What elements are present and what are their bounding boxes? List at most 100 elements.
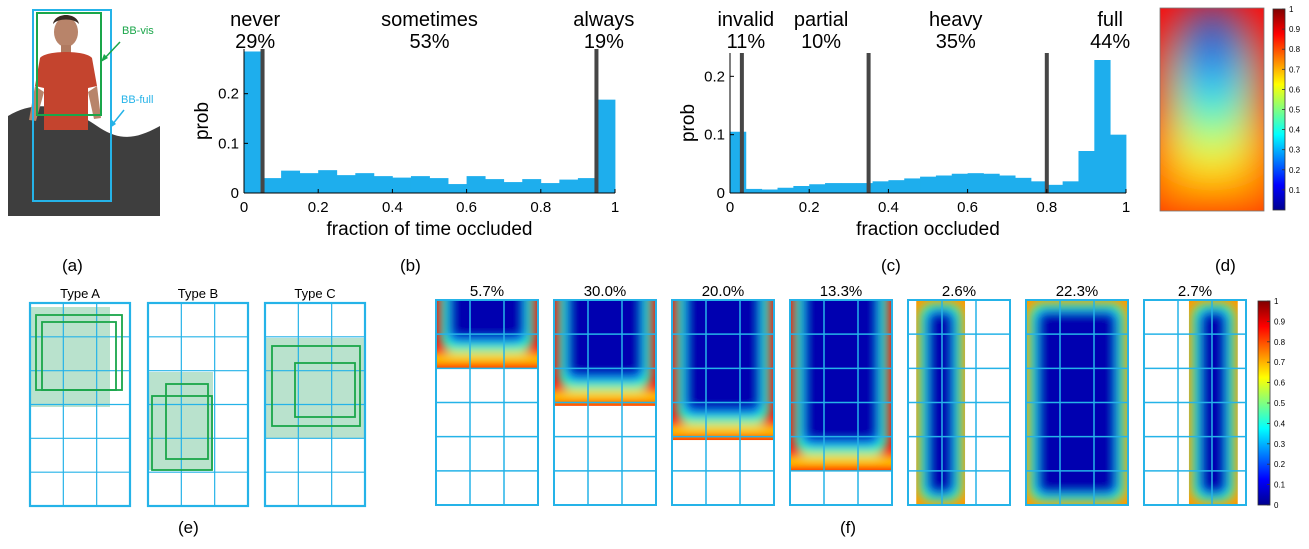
bar	[1015, 177, 1032, 193]
colorbar-tick-label: 0.3	[1274, 440, 1286, 449]
x-tick-label: 0.8	[530, 199, 551, 216]
divider-line	[594, 49, 599, 193]
bar	[596, 99, 616, 193]
bb-full-label: BB-full	[121, 94, 153, 106]
panel-e-grids: Type A Type B Type C	[28, 286, 367, 508]
divider-line	[739, 53, 744, 193]
bar	[466, 176, 486, 193]
bar	[967, 173, 984, 193]
x-tick-label: 1	[1122, 199, 1130, 216]
bar	[920, 176, 937, 193]
bar	[299, 173, 319, 193]
colorbar-tick-label: 0	[1274, 501, 1279, 510]
heat-layers	[672, 300, 774, 439]
heat-layer	[436, 352, 538, 367]
visible-box	[294, 362, 356, 418]
panel-label-f: (f)	[840, 518, 857, 537]
colorbar-tick-label: 0.2	[1274, 460, 1286, 469]
bar	[577, 178, 597, 193]
bar	[745, 188, 763, 193]
bar	[1078, 151, 1095, 193]
visible-box	[41, 321, 117, 391]
bar	[840, 183, 858, 193]
colorbar-tick-label: 0.1	[1289, 186, 1301, 195]
grid-border	[28, 301, 132, 508]
chart-b: 0 0.2 0.4 0.6 0.8 1 0 0.1 0.2 fraction of time oc…	[192, 9, 634, 240]
bar	[355, 173, 375, 193]
category-percent: 35%	[936, 31, 976, 53]
colorbar-tick-label: 0.8	[1274, 338, 1286, 347]
visible-box	[151, 395, 213, 471]
colorbar-tick-label: 0.9	[1289, 25, 1301, 34]
colorbar-tick-label: 0.7	[1274, 358, 1286, 367]
chart-c: 0 0.2 0.4 0.6 0.8 1 0 0.1 0.2 fraction occluded pr…	[678, 9, 1130, 240]
type-label: Type B	[178, 286, 218, 301]
bar	[983, 173, 1000, 193]
category-label: always	[573, 9, 634, 31]
category-label: never	[230, 9, 280, 31]
category-percent: 10%	[801, 31, 841, 53]
category-percent: 44%	[1090, 31, 1130, 53]
bar	[244, 51, 263, 193]
heat-layer	[790, 454, 892, 469]
y-tick-label: 0	[231, 185, 239, 202]
category-percent: 11%	[727, 31, 766, 53]
type-percentage: 20.0%	[702, 283, 745, 300]
colorbar-tick-label: 0.1	[1274, 481, 1286, 490]
visible-box	[165, 383, 209, 460]
bb-vis-box	[36, 12, 102, 116]
x-tick-label: 0	[240, 199, 248, 216]
x-tick-label: 0.8	[1036, 199, 1057, 216]
y-axis-label: prob	[192, 102, 213, 140]
bar	[856, 183, 873, 193]
type-percentage: 2.6%	[942, 283, 976, 300]
bar	[935, 175, 953, 193]
grid-border	[263, 301, 367, 508]
colorbar-tick-label: 0.3	[1289, 146, 1301, 155]
heat-layers	[554, 300, 656, 404]
bar	[904, 178, 921, 193]
grid-border	[146, 301, 250, 508]
type-percentage: 30.0%	[584, 283, 627, 300]
grid-border	[789, 299, 893, 506]
bar	[951, 173, 968, 193]
colorbar-tick-label: 0.4	[1274, 419, 1286, 428]
grid-border	[671, 299, 775, 506]
grid-border	[553, 299, 657, 506]
bar	[1062, 181, 1079, 193]
bar	[793, 186, 810, 193]
visible-region-shade	[265, 338, 365, 438]
colorbar-tick-label: 0.8	[1289, 45, 1301, 54]
x-tick-label: 0.4	[878, 199, 899, 216]
bar	[1030, 181, 1048, 193]
heat-layer	[554, 389, 656, 404]
panel-label-d: (d)	[1215, 256, 1236, 275]
category-percent: 19%	[584, 31, 624, 53]
grid-border	[435, 299, 539, 506]
panel-label-c: (c)	[881, 256, 901, 275]
y-axis-label: prob	[678, 104, 699, 142]
panel-label-a: (a)	[62, 256, 83, 275]
bar	[503, 182, 523, 193]
category-label: invalid	[717, 9, 774, 31]
x-tick-label: 0.2	[799, 199, 820, 216]
panel-d-heatmap	[1159, 7, 1265, 212]
bar	[1094, 60, 1111, 193]
x-tick-label: 0.4	[382, 199, 403, 216]
x-axis-label: fraction occluded	[856, 219, 1000, 240]
divider-line	[260, 49, 265, 193]
colorbar-tick-label: 0.6	[1274, 379, 1286, 388]
bar	[318, 170, 338, 193]
x-tick-label: 0.2	[308, 199, 329, 216]
bb-vis-arrowhead	[101, 54, 108, 62]
colorbar-tick-label: 0.6	[1289, 85, 1301, 94]
colorbar-tick-label: 0.4	[1289, 126, 1301, 135]
category-label: partial	[794, 9, 848, 31]
grid-border	[1143, 299, 1247, 506]
bar	[888, 180, 905, 193]
heatmap	[554, 300, 656, 406]
colorbar-f-ticks: 0 0.1 0.2 0.3 0.4 0.5 0.6 0.7 0.8 0.9 1	[1267, 297, 1286, 510]
bar	[559, 179, 579, 193]
bb-full-box	[32, 9, 112, 202]
